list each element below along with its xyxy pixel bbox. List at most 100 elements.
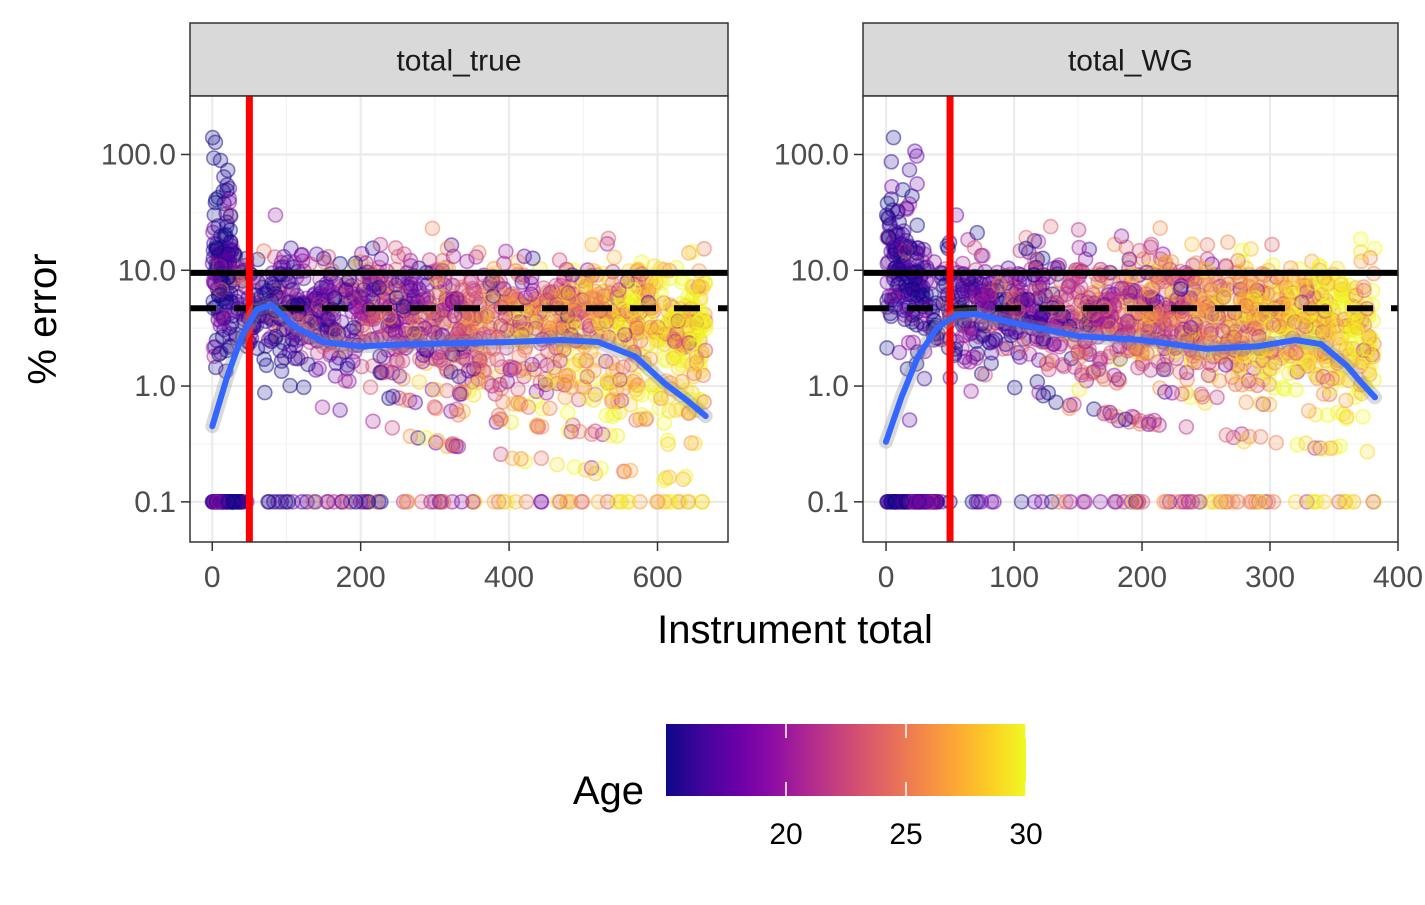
x-tick-label: 100 bbox=[989, 561, 1039, 594]
data-point bbox=[419, 288, 436, 305]
data-point bbox=[314, 399, 331, 416]
data-point bbox=[411, 374, 428, 390]
data-point bbox=[557, 367, 574, 384]
data-point bbox=[599, 236, 616, 252]
data-point bbox=[450, 406, 467, 423]
data-point bbox=[502, 288, 519, 305]
data-point bbox=[1343, 289, 1359, 306]
data-point bbox=[215, 310, 232, 327]
data-point bbox=[604, 408, 621, 425]
data-point bbox=[620, 493, 636, 510]
data-point bbox=[355, 281, 372, 298]
data-point bbox=[646, 380, 663, 396]
panel-total_WG: total_WG 0.1 1.0 10.0 100.0 0 100 200 300 400 bbox=[774, 22, 1423, 594]
data-point bbox=[1146, 412, 1162, 429]
data-point bbox=[1265, 359, 1282, 376]
data-point bbox=[1014, 337, 1030, 354]
data-point bbox=[1298, 435, 1314, 452]
strip-box bbox=[189, 22, 729, 97]
data-point bbox=[571, 423, 588, 440]
data-point bbox=[650, 493, 666, 510]
data-point bbox=[206, 150, 222, 166]
x-tick-label: 400 bbox=[484, 561, 534, 594]
data-point bbox=[697, 342, 714, 359]
panel-total_true: total_true 0.1 1.0 10.0 100.0 0 200 400 600 bbox=[101, 22, 729, 594]
data-point bbox=[348, 493, 364, 510]
data-point bbox=[633, 406, 650, 423]
data-point bbox=[1092, 493, 1109, 510]
data-point bbox=[897, 276, 914, 292]
data-point bbox=[885, 129, 902, 146]
data-point bbox=[622, 462, 639, 479]
data-point bbox=[1019, 291, 1036, 308]
data-point bbox=[417, 429, 434, 446]
data-point bbox=[577, 461, 594, 478]
data-point bbox=[426, 399, 443, 415]
data-point bbox=[544, 283, 561, 300]
data-point bbox=[969, 224, 986, 241]
strip-label: total_true bbox=[396, 45, 521, 78]
data-point bbox=[305, 287, 322, 304]
data-point bbox=[1050, 493, 1067, 510]
data-point bbox=[1018, 240, 1034, 257]
data-point bbox=[552, 352, 568, 369]
data-point bbox=[1200, 367, 1217, 384]
data-point bbox=[372, 236, 389, 253]
data-point bbox=[480, 351, 497, 368]
data-point bbox=[1356, 282, 1372, 299]
data-point bbox=[402, 428, 419, 445]
data-point bbox=[683, 356, 700, 373]
data-point bbox=[584, 236, 600, 253]
data-point bbox=[649, 338, 665, 354]
data-point bbox=[661, 403, 678, 419]
data-point bbox=[372, 348, 388, 364]
data-point bbox=[1157, 384, 1173, 400]
y-tick-label: 10.0 bbox=[791, 254, 849, 287]
data-point bbox=[549, 456, 565, 473]
data-point bbox=[1236, 433, 1252, 450]
panel-border bbox=[189, 95, 729, 543]
data-point bbox=[210, 311, 226, 328]
data-point bbox=[1034, 493, 1050, 510]
data-point bbox=[1365, 493, 1381, 510]
data-point bbox=[900, 334, 917, 351]
data-point bbox=[429, 432, 446, 449]
data-point bbox=[489, 275, 506, 291]
data-point bbox=[498, 243, 514, 260]
data-point bbox=[901, 162, 918, 178]
data-point bbox=[1209, 389, 1225, 406]
data-point bbox=[318, 287, 334, 303]
data-point bbox=[559, 405, 576, 421]
data-point bbox=[1113, 228, 1130, 244]
data-point bbox=[642, 273, 659, 289]
data-point bbox=[1188, 255, 1205, 271]
y-tick-label: 1.0 bbox=[134, 370, 176, 403]
data-point bbox=[1042, 218, 1059, 235]
data-point bbox=[1152, 220, 1168, 236]
data-point bbox=[604, 355, 621, 371]
data-point bbox=[325, 311, 342, 328]
data-point bbox=[1052, 273, 1069, 290]
data-point bbox=[1268, 434, 1284, 451]
data-point bbox=[1275, 379, 1291, 396]
data-point bbox=[459, 253, 475, 270]
data-point bbox=[219, 214, 235, 230]
data-point bbox=[562, 493, 579, 510]
data-point bbox=[606, 249, 623, 266]
strip-label: total_WG bbox=[1068, 45, 1193, 78]
data-point bbox=[909, 217, 926, 233]
data-point bbox=[486, 493, 503, 510]
data-point bbox=[586, 362, 603, 379]
data-point bbox=[273, 353, 290, 369]
data-point bbox=[360, 493, 377, 510]
data-point bbox=[1281, 365, 1297, 382]
data-point bbox=[593, 460, 610, 477]
data-point bbox=[632, 493, 648, 510]
data-point bbox=[395, 370, 411, 387]
data-point bbox=[1084, 284, 1101, 301]
data-point bbox=[671, 335, 688, 352]
data-point bbox=[677, 468, 694, 485]
data-point bbox=[1210, 274, 1227, 291]
data-point bbox=[600, 230, 617, 247]
